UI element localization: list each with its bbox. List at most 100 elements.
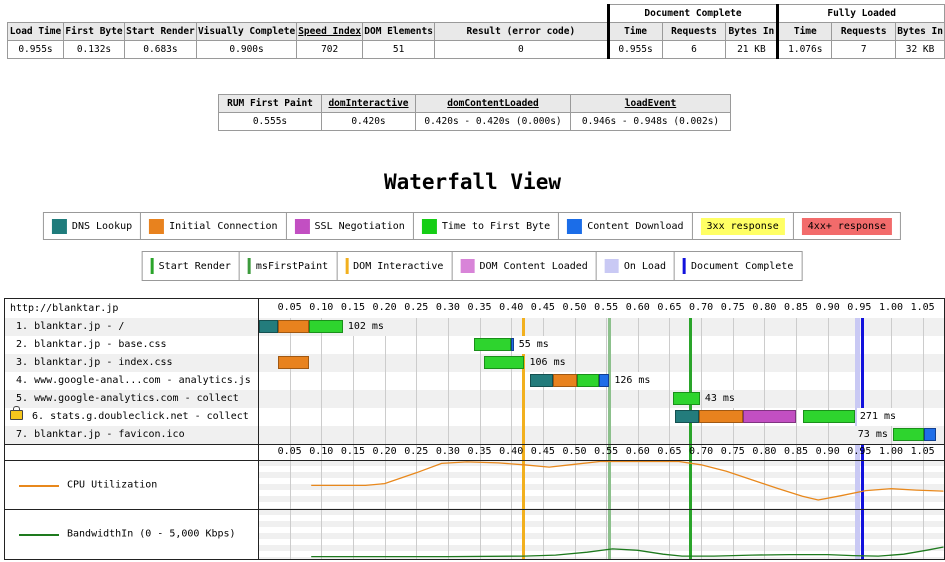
legend-item: SSL Negotiation bbox=[285, 213, 413, 239]
request-row[interactable]: 1. blanktar.jp - / 102 ms bbox=[5, 318, 944, 336]
column-header-link[interactable]: domContentLoaded bbox=[415, 94, 571, 113]
request-row[interactable]: 3. blanktar.jp - index.css 106 ms bbox=[5, 354, 944, 372]
column-header-link: Requests bbox=[661, 22, 727, 41]
metric-value: 0.683s bbox=[123, 40, 197, 59]
legend-color-swatch bbox=[604, 259, 619, 273]
time-tick-label: 0.95 bbox=[847, 302, 872, 313]
time-tick-label: 0.30 bbox=[435, 446, 460, 457]
column-header-link: First Byte bbox=[62, 22, 125, 41]
https-lock-icon bbox=[10, 406, 23, 420]
legend-item: DOM Content Loaded bbox=[451, 252, 595, 280]
request-row[interactable]: 7. blanktar.jp - favicon.ico 73 ms bbox=[5, 426, 944, 444]
waterfall-chart: http://blanktar.jp 0.05 0.10 0.15 0.20 0.25 0… bbox=[4, 298, 945, 560]
group-header-document-complete: Document Complete bbox=[606, 4, 779, 23]
column-header-link[interactable]: loadEvent bbox=[570, 94, 731, 113]
cpu-label: CPU Utilization bbox=[67, 479, 158, 490]
legend-label: DOM Content Loaded bbox=[479, 260, 588, 272]
metric-value: 1.076s bbox=[776, 40, 833, 59]
legend-item: Initial Connection bbox=[140, 213, 285, 239]
metric-value: 0.900s bbox=[195, 40, 298, 59]
summary-metrics-table: Document Complete Fully Loaded Load Time Fi… bbox=[7, 4, 945, 59]
connect-segment bbox=[277, 320, 310, 333]
time-tick-label: 0.45 bbox=[530, 446, 555, 457]
ttfb-segment bbox=[474, 338, 511, 351]
time-tick-label: 0.55 bbox=[594, 446, 619, 457]
time-tick-label: 0.15 bbox=[340, 302, 365, 313]
legend-item: 4xx+ response bbox=[792, 213, 900, 239]
request-row[interactable]: 5. www.google-analytics.com - collect 43 … bbox=[5, 390, 944, 408]
summary-group-spacer bbox=[7, 4, 609, 23]
column-header-link: Visually Complete bbox=[195, 22, 298, 41]
request-duration-label: 43 ms bbox=[701, 390, 738, 408]
metric-value: 7 bbox=[831, 40, 897, 59]
page-url: http://blanktar.jp bbox=[10, 303, 119, 314]
legend-item: DNS Lookup bbox=[44, 213, 140, 239]
request-label-text: 5. www.google-analytics.com - collect bbox=[10, 393, 239, 404]
cpu-chart-area bbox=[258, 460, 944, 509]
time-tick-label: 0.75 bbox=[720, 302, 745, 313]
legend-color-swatch bbox=[247, 258, 251, 274]
time-tick-label: 0.50 bbox=[562, 446, 587, 457]
time-tick-label: 0.60 bbox=[625, 302, 650, 313]
bandwidth-label: BandwidthIn (0 - 5,000 Kbps) bbox=[67, 528, 236, 540]
column-header-link: Time bbox=[606, 22, 663, 41]
metric-value: 6 bbox=[661, 40, 727, 59]
legend-item: On Load bbox=[595, 252, 674, 280]
request-duration-label: 73 ms bbox=[854, 426, 891, 444]
time-tick-label: 0.85 bbox=[784, 302, 809, 313]
request-row[interactable]: 4. www.google-anal...com - analytics.js 1… bbox=[5, 372, 944, 390]
request-label: 6. stats.g.doubleclick.net - collect bbox=[10, 406, 249, 426]
time-tick-label: 0.90 bbox=[815, 446, 840, 457]
time-tick-label: 0.05 bbox=[277, 302, 302, 313]
time-tick-label: 0.05 bbox=[277, 446, 302, 457]
request-row[interactable]: 2. blanktar.jp - base.css 55 ms bbox=[5, 336, 944, 354]
column-header-link: DOM Elements bbox=[362, 22, 436, 41]
time-tick-label: 0.90 bbox=[815, 302, 840, 313]
legend-label: Initial Connection bbox=[169, 220, 278, 232]
divider-line bbox=[5, 509, 944, 510]
time-tick-label: 0.25 bbox=[404, 302, 429, 313]
metric-value: 32 KB bbox=[895, 40, 945, 59]
request-row[interactable]: 6. stats.g.doubleclick.net - collect 271 … bbox=[5, 406, 944, 426]
time-tick-label: 0.40 bbox=[499, 446, 524, 457]
metric-value: 0.132s bbox=[62, 40, 125, 59]
metric-value: 21 KB bbox=[725, 40, 779, 59]
metric-value: 0.955s bbox=[606, 40, 663, 59]
time-tick-label: 0.95 bbox=[847, 446, 872, 457]
metric-value: 0.955s bbox=[7, 40, 64, 59]
dns-segment bbox=[675, 410, 700, 423]
time-tick-label: 0.25 bbox=[404, 446, 429, 457]
time-tick-label: 0.10 bbox=[309, 302, 334, 313]
divider-line bbox=[5, 444, 944, 445]
request-duration-label: 106 ms bbox=[526, 354, 569, 372]
dns-segment bbox=[529, 374, 553, 387]
divider-line bbox=[5, 460, 944, 461]
legend-label: SSL Negotiation bbox=[314, 220, 405, 232]
time-tick-label: 0.10 bbox=[309, 446, 334, 457]
column-header-link: Start Render bbox=[123, 22, 197, 41]
column-header-link: RUM First Paint bbox=[218, 94, 322, 113]
legend-color-swatch bbox=[460, 259, 475, 273]
column-header-link: Time bbox=[776, 22, 833, 41]
column-header-link: Result (error code) bbox=[434, 22, 609, 41]
legend-label: msFirstPaint bbox=[255, 260, 329, 272]
legend-color-swatch bbox=[567, 218, 583, 234]
column-header-link: Bytes In bbox=[895, 22, 945, 41]
page-title: Waterfall View bbox=[383, 170, 561, 194]
bandwidth-label-cell: BandwidthIn (0 - 5,000 Kbps) bbox=[5, 509, 258, 559]
download-segment bbox=[923, 428, 936, 441]
download-segment bbox=[510, 338, 514, 351]
group-header-fully-loaded: Fully Loaded bbox=[776, 4, 945, 23]
time-tick-label: 0.30 bbox=[435, 302, 460, 313]
column-header-link[interactable]: domInteractive bbox=[321, 94, 416, 113]
metric-value: 0.946s - 0.948s (0.002s) bbox=[570, 112, 731, 131]
request-label-text: 4. www.google-anal...com - analytics.js bbox=[10, 375, 251, 386]
request-duration-label: 102 ms bbox=[344, 318, 387, 336]
legend-color-swatch bbox=[421, 218, 437, 234]
legend-item: DOM Interactive bbox=[336, 252, 451, 280]
request-label-text: 2. blanktar.jp - base.css bbox=[10, 339, 167, 350]
time-tick-label: 0.50 bbox=[562, 302, 587, 313]
column-header-link[interactable]: Speed Index bbox=[296, 22, 364, 41]
request-label: 3. blanktar.jp - index.css bbox=[10, 354, 173, 372]
connect-segment bbox=[277, 356, 310, 369]
